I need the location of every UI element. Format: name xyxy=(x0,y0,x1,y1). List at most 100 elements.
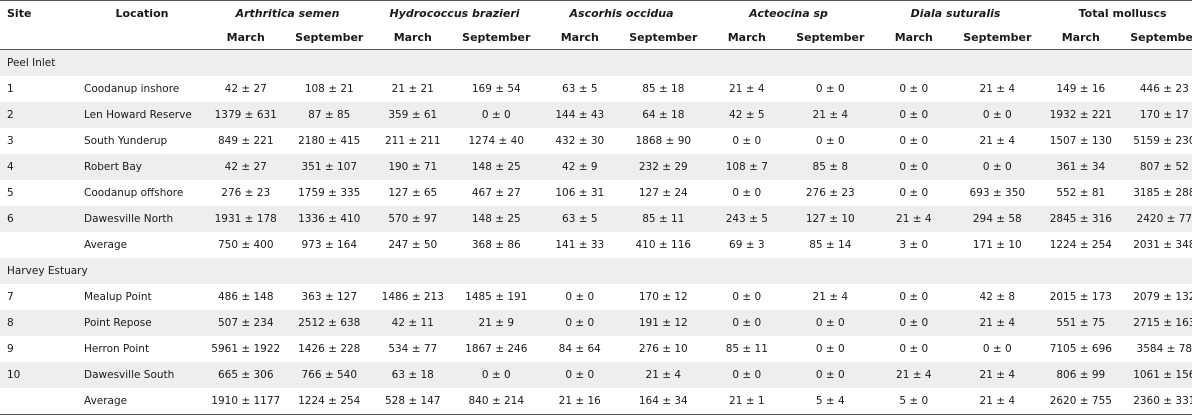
value-cell: 21 ± 4 xyxy=(979,135,1016,147)
value-cell: 42 ± 8 xyxy=(979,291,1016,303)
value-cell: 69 ± 3 xyxy=(729,239,765,251)
month-header: September xyxy=(454,26,539,50)
value-cell: 21 ± 4 xyxy=(729,83,765,95)
value-cell: 5 ± 0 xyxy=(872,388,956,415)
value-cell: 247 ± 50 xyxy=(388,239,438,251)
value-cell: 1868 ± 90 xyxy=(635,135,692,147)
value-cell: 368 ± 86 xyxy=(471,239,521,251)
location-column-header: Location xyxy=(115,7,169,20)
table-row: 1 Coodanup inshore 42 ± 27 108 ± 21 21 ± 21 1… xyxy=(0,76,1192,102)
value-cell: 42 ± 11 xyxy=(371,310,455,336)
value-cell: 1224 ± 254 xyxy=(1049,239,1112,251)
value-cell: 2015 ± 173 xyxy=(1049,291,1112,303)
value-cell: 0 ± 0 xyxy=(899,187,929,199)
table-row: 4 Robert Bay 42 ± 27 351 ± 107 190 ± 71 148 ±… xyxy=(0,154,1192,180)
value-cell: 63 ± 5 xyxy=(538,206,622,232)
value-cell: 2031 ± 348 xyxy=(1133,239,1192,251)
table-row: 2 Len Howard Reserve 1379 ± 631 87 ± 85 359 … xyxy=(0,102,1192,128)
month-header: March xyxy=(872,26,956,50)
value-cell: 294 ± 58 xyxy=(955,206,1040,232)
value-cell: 42 ± 27 xyxy=(224,83,267,95)
location-cell: Point Repose xyxy=(80,310,204,336)
value-cell: 3 ± 0 xyxy=(899,239,929,251)
value-cell: 0 ± 0 xyxy=(955,154,1040,180)
value-cell: 191 ± 12 xyxy=(621,310,706,336)
value-cell: 42 ± 9 xyxy=(538,154,622,180)
value-cell: 0 ± 0 xyxy=(788,310,873,336)
value-cell: 108 ± 7 xyxy=(705,154,789,180)
species-header: Diala suturalis xyxy=(910,7,1001,20)
value-cell: 0 ± 0 xyxy=(982,343,1012,355)
value-cell: 190 ± 71 xyxy=(371,154,455,180)
site-cell: 8 xyxy=(0,310,80,336)
value-cell: 0 ± 0 xyxy=(899,83,929,95)
value-cell: 0 ± 0 xyxy=(705,310,789,336)
value-cell: 3185 ± 288 xyxy=(1133,187,1192,199)
group-header-row: Peel Inlet xyxy=(0,49,1192,76)
value-cell: 1867 ± 246 xyxy=(465,343,528,355)
value-cell: 127 ± 24 xyxy=(638,187,688,199)
site-cell xyxy=(0,232,80,258)
value-cell: 806 ± 99 xyxy=(1039,362,1123,388)
value-cell: 1910 ± 1177 xyxy=(204,388,288,415)
location-cell: Mealup Point xyxy=(84,291,152,303)
species-header: Arthritica semen xyxy=(235,7,340,20)
value-cell: 486 ± 148 xyxy=(217,291,274,303)
value-cell: 21 ± 4 xyxy=(955,310,1040,336)
month-header: September xyxy=(955,26,1040,50)
location-cell: Average xyxy=(80,388,204,415)
value-cell: 361 ± 34 xyxy=(1039,154,1123,180)
empty-header xyxy=(80,26,204,50)
value-cell: 144 ± 43 xyxy=(538,102,622,128)
value-cell: 21 ± 1 xyxy=(705,388,789,415)
value-cell: 0 ± 0 xyxy=(955,102,1040,128)
value-cell: 21 ± 4 xyxy=(955,362,1040,388)
value-cell: 106 ± 31 xyxy=(555,187,605,199)
table-body: Peel Inlet 1 Coodanup inshore 42 ± 27 108 ± … xyxy=(0,49,1192,415)
species-header: Acteocina sp xyxy=(749,7,828,20)
value-cell: 0 ± 0 xyxy=(454,102,539,128)
value-cell: 351 ± 107 xyxy=(287,154,372,180)
value-cell: 0 ± 0 xyxy=(899,135,929,147)
value-cell: 0 ± 0 xyxy=(565,291,595,303)
value-cell: 85 ± 11 xyxy=(621,206,706,232)
value-cell: 1061 ± 156 xyxy=(1122,362,1192,388)
value-cell: 2512 ± 638 xyxy=(287,310,372,336)
value-cell: 21 ± 4 xyxy=(872,362,956,388)
value-cell: 171 ± 10 xyxy=(972,239,1022,251)
value-cell: 507 ± 234 xyxy=(204,310,288,336)
value-cell: 0 ± 0 xyxy=(454,362,539,388)
site-cell: 1 xyxy=(7,83,14,95)
value-cell: 164 ± 34 xyxy=(621,388,706,415)
group-name: Harvey Estuary xyxy=(0,258,1192,284)
value-cell: 0 ± 0 xyxy=(872,102,956,128)
header-row-months: March September March September March Se… xyxy=(0,26,1192,50)
value-cell: 127 ± 10 xyxy=(788,206,873,232)
table-row: 10 Dawesville South 665 ± 306 766 ± 540 63 ±… xyxy=(0,362,1192,388)
value-cell: 21 ± 4 xyxy=(621,362,706,388)
value-cell: 21 ± 4 xyxy=(788,102,873,128)
month-header: March xyxy=(538,26,622,50)
value-cell: 148 ± 25 xyxy=(454,154,539,180)
value-cell: 2079 ± 132 xyxy=(1133,291,1192,303)
value-cell: 5961 ± 1922 xyxy=(211,343,281,355)
month-header: March xyxy=(371,26,455,50)
species-header: Hydrococcus brazieri xyxy=(389,7,520,20)
value-cell: 0 ± 0 xyxy=(815,83,845,95)
value-cell: 21 ± 9 xyxy=(454,310,539,336)
location-cell: Coodanup offshore xyxy=(84,187,184,199)
value-cell: 148 ± 25 xyxy=(454,206,539,232)
value-cell: 840 ± 214 xyxy=(454,388,539,415)
month-header: September xyxy=(287,26,372,50)
value-cell: 1932 ± 221 xyxy=(1039,102,1123,128)
location-cell: Average xyxy=(84,239,128,251)
value-cell: 766 ± 540 xyxy=(287,362,372,388)
value-cell: 63 ± 18 xyxy=(371,362,455,388)
value-cell: 0 ± 0 xyxy=(899,343,929,355)
value-cell: 0 ± 0 xyxy=(538,310,622,336)
table-row: 9 Herron Point 5961 ± 1922 1426 ± 228 534 ± … xyxy=(0,336,1192,362)
species-header: Ascorhis occidua xyxy=(569,7,674,20)
value-cell: 0 ± 0 xyxy=(815,135,845,147)
site-cell: 10 xyxy=(0,362,80,388)
